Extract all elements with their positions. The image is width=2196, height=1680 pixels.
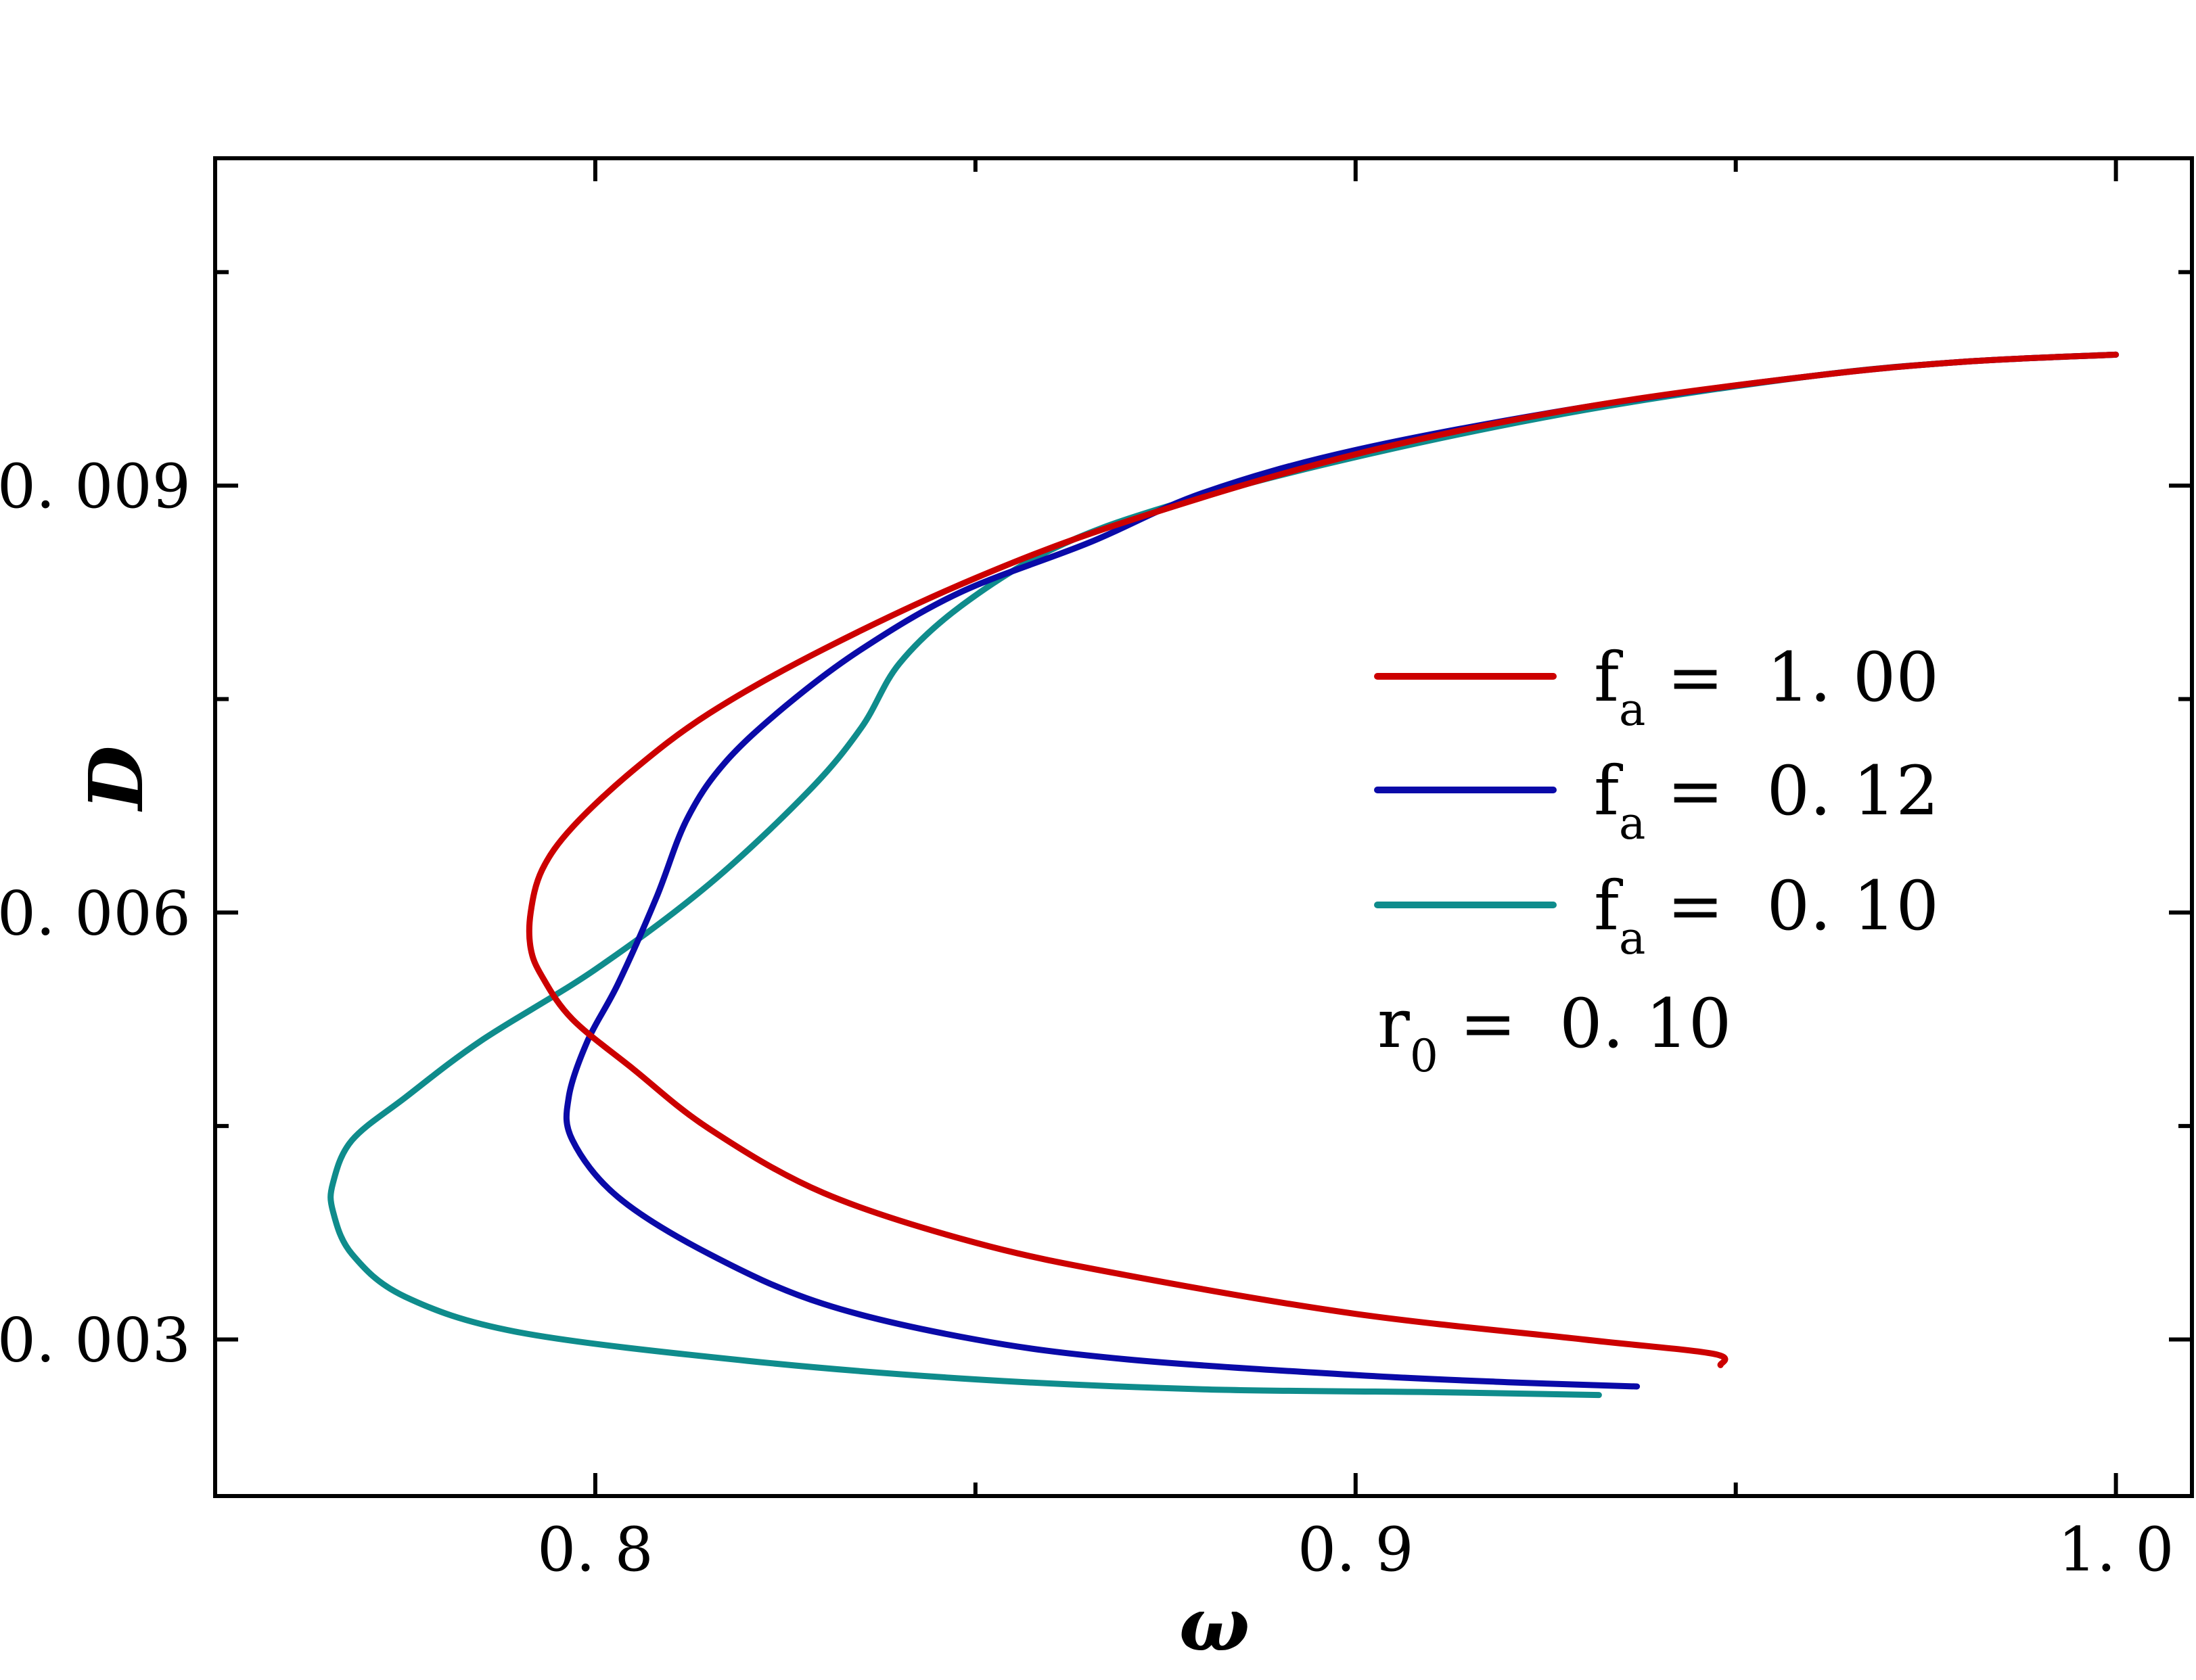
legend: fa = 1. 00 fa = 0. 12 fa = 0. 10 r0 = 0.… [1374, 638, 1939, 1082]
series-lines [327, 351, 2120, 1399]
axis-ticks [215, 158, 2192, 1496]
x-tick-label: 0. 9 [1298, 1514, 1414, 1585]
x-axis-title: ω [1179, 1581, 1250, 1668]
x-tick-label: 1. 0 [2058, 1514, 2174, 1585]
y-tick-label: 0. 003 [0, 1305, 191, 1376]
y-tick-label: 0. 009 [0, 451, 191, 522]
y-axis-title: D [72, 745, 160, 812]
series-line-fa-100 [526, 351, 2120, 1368]
plot-frame [213, 156, 2194, 1498]
annotation-r0: r0 = 0. 10 [1377, 984, 1731, 1082]
legend-label-fa-010: fa = 0. 10 [1594, 866, 1939, 964]
legend-label-fa-100: fa = 1. 00 [1594, 638, 1939, 736]
series-line-fa-010 [327, 351, 2120, 1399]
x-tick-label: 0. 8 [537, 1514, 654, 1585]
legend-label-fa-012: fa = 0. 12 [1594, 751, 1939, 849]
y-tick-label: 0. 006 [0, 878, 191, 949]
tick-labels: 0. 8 0. 9 1. 0 0. 003 0. 006 0. 009 [0, 451, 2174, 1585]
